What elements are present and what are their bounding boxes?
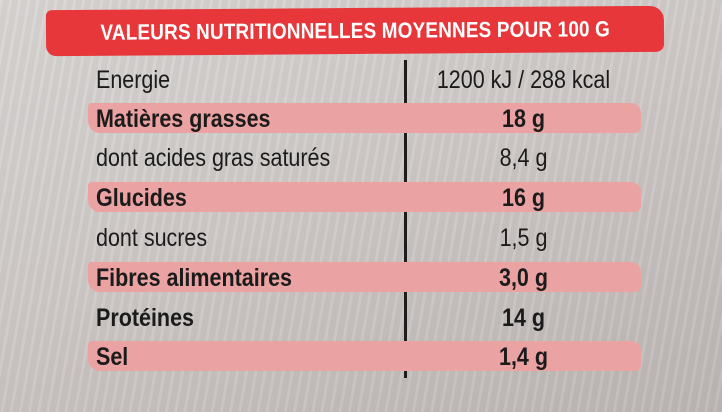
highlight-band bbox=[88, 262, 641, 292]
nutrient-label: Matières grasses bbox=[96, 105, 271, 133]
nutrient-value: 14 g bbox=[501, 304, 546, 332]
nutrient-value: 8,4 g bbox=[499, 144, 548, 172]
nutrition-row-acides-gras-satures: dont acides gras saturés 8,4 g bbox=[92, 138, 637, 176]
highlight-band bbox=[88, 341, 641, 371]
nutrient-label: Energie bbox=[96, 66, 171, 94]
column-divider bbox=[404, 60, 407, 378]
highlight-band bbox=[88, 103, 641, 133]
nutrient-label: Glucides bbox=[96, 184, 187, 212]
nutrition-row-sucres: dont sucres 1,5 g bbox=[92, 218, 637, 256]
nutrient-value: 18 g bbox=[501, 105, 546, 133]
nutrition-row-sel: Sel 1,4 g bbox=[88, 337, 641, 375]
nutrient-label: Fibres alimentaires bbox=[96, 264, 292, 292]
nutrition-row-fibres: Fibres alimentaires 3,0 g bbox=[88, 258, 641, 296]
nutrient-value: 1,5 g bbox=[499, 224, 548, 252]
nutrition-header-title: VALEURS NUTRITIONNELLES MOYENNES POUR 10… bbox=[100, 16, 610, 45]
nutrient-label: dont acides gras saturés bbox=[96, 144, 331, 172]
nutrition-row-glucides: Glucides 16 g bbox=[88, 178, 641, 216]
nutrition-row-matieres-grasses: Matières grasses 18 g bbox=[88, 99, 641, 137]
nutrient-value: 16 g bbox=[501, 184, 546, 212]
nutrient-label: Protéines bbox=[96, 304, 194, 332]
nutrition-row-energie: Energie 1200 kJ / 288 kcal bbox=[92, 60, 637, 98]
nutrient-value: 3,0 g bbox=[498, 264, 548, 292]
nutrition-header-band: VALEURS NUTRITIONNELLES MOYENNES POUR 10… bbox=[45, 5, 665, 57]
highlight-band bbox=[88, 182, 641, 212]
nutrient-value: 1200 kJ / 288 kcal bbox=[436, 66, 611, 94]
nutrient-label: dont sucres bbox=[96, 224, 208, 252]
nutrient-label: Sel bbox=[96, 343, 129, 371]
nutrient-value: 1,4 g bbox=[498, 343, 548, 371]
nutrition-row-proteines: Protéines 14 g bbox=[92, 298, 637, 336]
nutrition-table: Energie 1200 kJ / 288 kcal Matières gras… bbox=[88, 60, 641, 380]
